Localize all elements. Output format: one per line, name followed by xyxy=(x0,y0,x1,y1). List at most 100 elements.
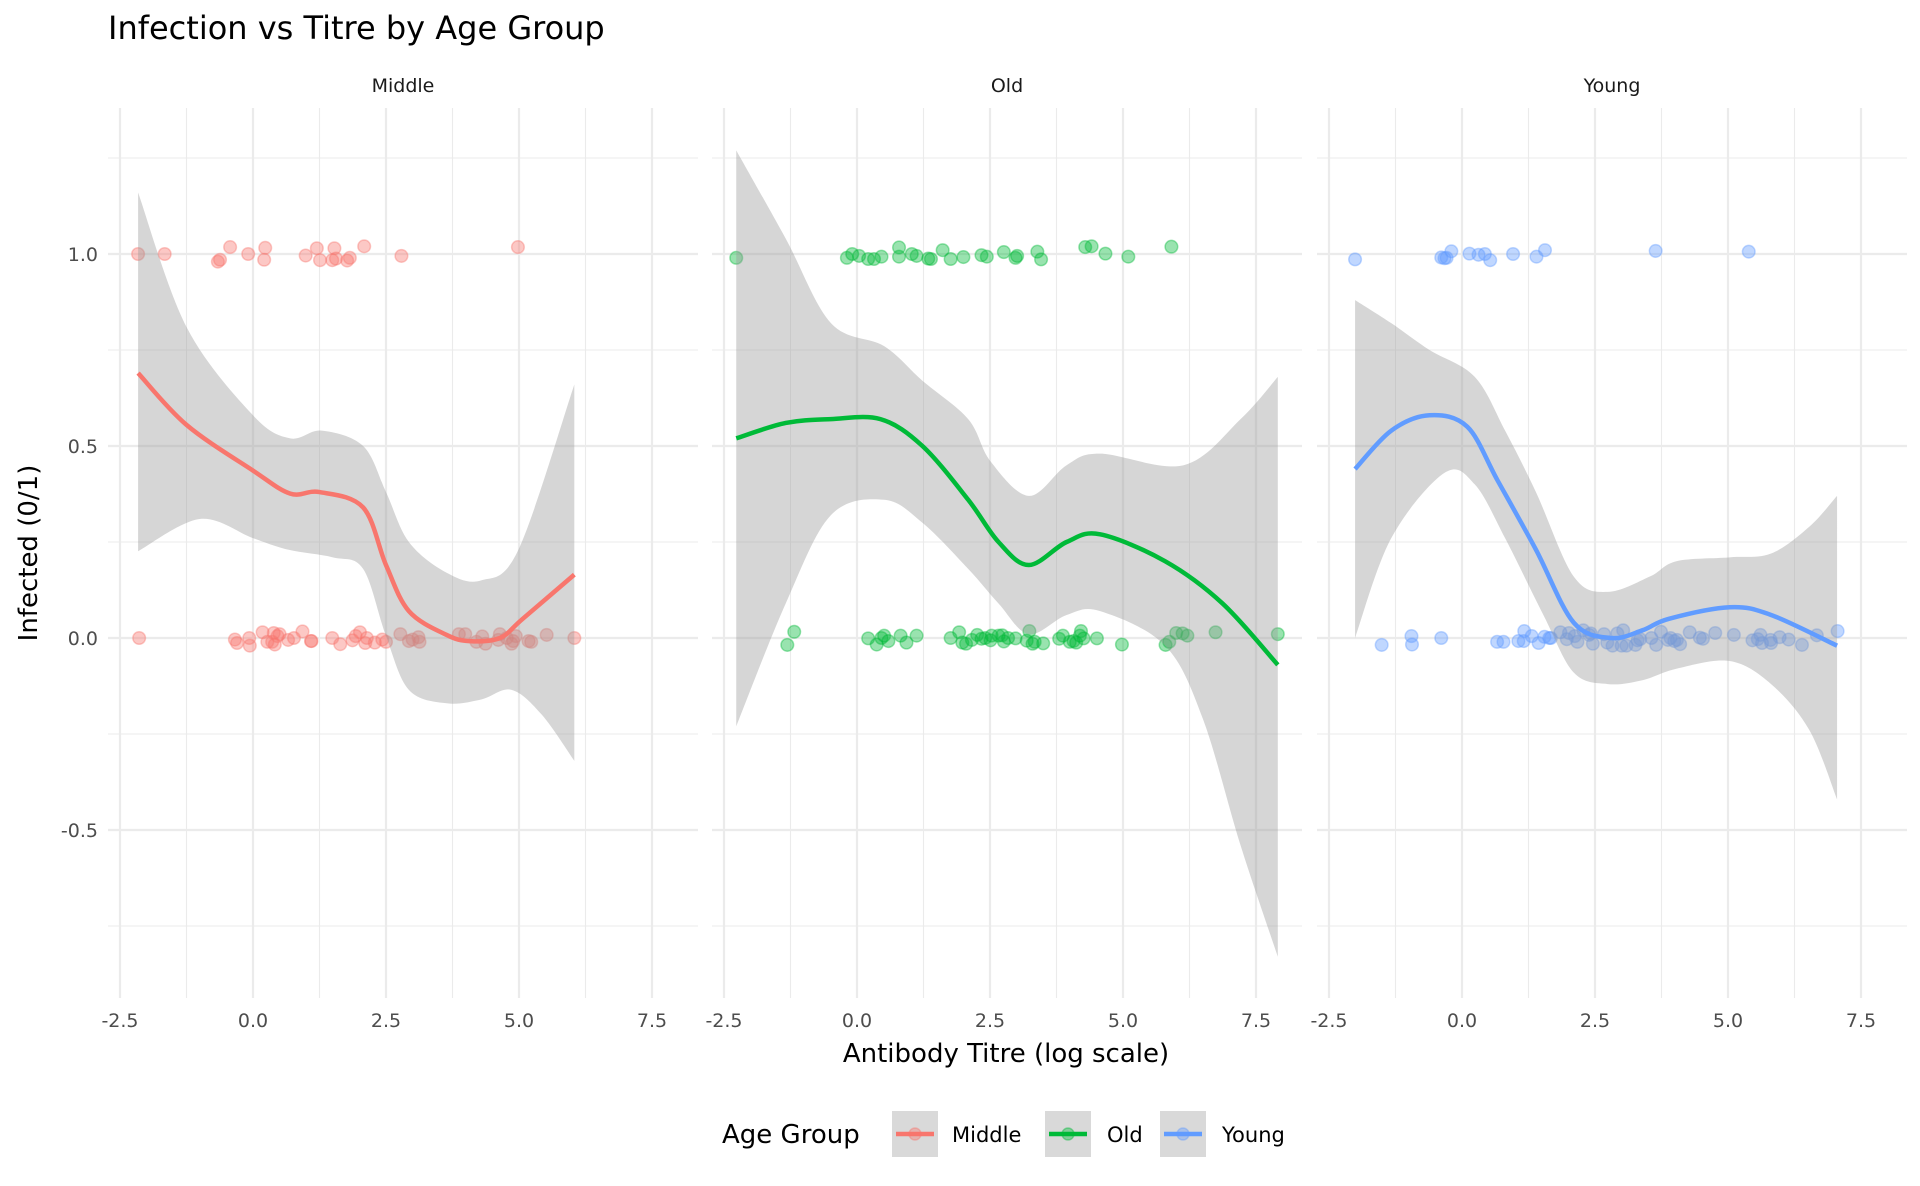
data-point xyxy=(1098,246,1113,261)
data-point xyxy=(1506,246,1521,262)
data-point xyxy=(1567,629,1582,644)
data-point xyxy=(132,630,147,646)
data-point xyxy=(978,630,993,646)
data-point xyxy=(970,627,985,642)
legend-point xyxy=(908,1127,922,1141)
data-point xyxy=(881,634,896,649)
data-point xyxy=(1034,252,1049,267)
data-point xyxy=(1208,625,1223,640)
data-point xyxy=(952,625,967,640)
data-point xyxy=(394,248,409,263)
data-point xyxy=(852,248,867,263)
data-point xyxy=(1753,627,1768,642)
data-point xyxy=(1052,631,1067,646)
data-point xyxy=(348,629,363,644)
data-point xyxy=(1444,244,1459,259)
data-point xyxy=(298,248,313,263)
data-point xyxy=(877,628,892,643)
facet-strip-label: Old xyxy=(991,75,1023,97)
data-point xyxy=(1158,637,1173,652)
data-point xyxy=(1496,634,1511,649)
data-point xyxy=(1649,637,1664,652)
data-point xyxy=(508,629,523,644)
data-point xyxy=(255,625,270,640)
data-point xyxy=(260,634,275,649)
data-point xyxy=(1669,632,1684,647)
data-point xyxy=(242,630,257,646)
data-point xyxy=(996,245,1011,260)
y-tick-label: 0.5 xyxy=(68,436,98,458)
confidence-ribbon xyxy=(138,192,575,761)
data-point xyxy=(956,250,971,265)
data-point xyxy=(1348,252,1363,267)
x-tick-label: 7.5 xyxy=(1241,1010,1271,1032)
data-point xyxy=(131,246,146,262)
data-point xyxy=(1644,630,1659,646)
data-point xyxy=(1663,630,1678,646)
smooth-line xyxy=(1353,412,1839,648)
data-point xyxy=(955,635,970,650)
legend-label: Young xyxy=(1221,1123,1285,1147)
data-point xyxy=(1543,630,1558,646)
data-point xyxy=(1570,634,1585,649)
data-point xyxy=(1175,626,1190,641)
data-point xyxy=(866,251,882,267)
data-point xyxy=(267,637,282,652)
data-point xyxy=(229,635,245,651)
data-point xyxy=(869,637,884,652)
data-point xyxy=(1072,628,1087,643)
data-point xyxy=(1781,632,1796,647)
facet-strip-label: Middle xyxy=(372,75,435,97)
facet-panels: Middle -2.5 0.0 2.5 5.0 7.5 Old -2.5 0.0 2.5 5.0 7.… xyxy=(101,75,1907,1032)
data-point xyxy=(367,635,382,650)
data-point xyxy=(861,631,876,646)
data-point xyxy=(567,630,582,646)
data-point xyxy=(157,246,172,262)
data-point xyxy=(272,627,287,642)
data-point xyxy=(1490,634,1505,649)
data-point xyxy=(270,629,285,644)
data-point xyxy=(1069,635,1084,650)
data-point xyxy=(996,634,1011,649)
data-point xyxy=(1471,247,1486,262)
x-tick-label: 2.5 xyxy=(371,1010,401,1032)
data-point xyxy=(1022,624,1037,639)
data-point xyxy=(295,624,310,639)
data-point xyxy=(1001,630,1016,646)
x-tick-label: 0.0 xyxy=(238,1010,268,1032)
data-point xyxy=(1754,635,1770,651)
x-tick-label: 5.0 xyxy=(504,1010,534,1032)
data-point xyxy=(1008,250,1023,265)
data-point xyxy=(1741,244,1756,259)
data-point xyxy=(265,634,280,649)
data-point xyxy=(242,638,257,653)
data-point xyxy=(1076,631,1091,646)
chart-title: Infection vs Titre by Age Group xyxy=(108,9,605,47)
data-point xyxy=(378,634,394,649)
data-point xyxy=(1648,243,1663,258)
data-point xyxy=(401,634,416,649)
data-point xyxy=(1008,631,1023,646)
data-point xyxy=(1374,637,1389,652)
data-point xyxy=(405,632,420,647)
data-point xyxy=(1619,638,1634,653)
x-tick-label: 2.5 xyxy=(1580,1010,1610,1032)
data-point xyxy=(921,251,936,266)
data-point xyxy=(309,241,324,256)
data-point xyxy=(1055,628,1070,643)
data-point xyxy=(1434,250,1449,265)
data-point xyxy=(1434,630,1449,646)
data-point xyxy=(1089,631,1104,646)
data-point xyxy=(1673,637,1688,652)
data-point xyxy=(358,635,373,651)
data-point xyxy=(1726,627,1741,642)
data-point xyxy=(345,633,360,648)
data-point xyxy=(1516,634,1531,649)
data-point xyxy=(964,632,979,647)
data-point xyxy=(1764,635,1779,651)
data-point xyxy=(241,246,256,262)
data-point xyxy=(979,249,994,264)
data-point xyxy=(1561,625,1576,641)
y-axis-title: Infected (0/1) xyxy=(14,465,44,642)
